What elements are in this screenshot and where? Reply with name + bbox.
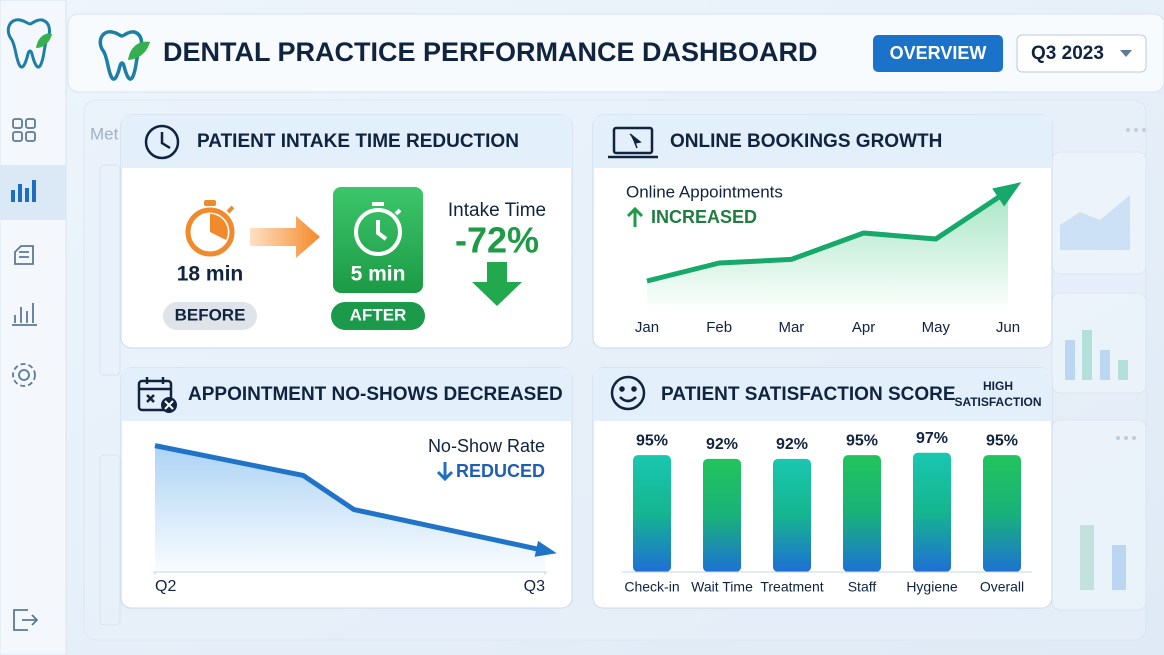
before-value: 18 min — [177, 263, 244, 286]
after-pill — [331, 302, 425, 330]
x-tick-label: Wait Time — [691, 579, 753, 595]
chart-label: Online Appointments — [626, 182, 783, 201]
period-dropdown[interactable] — [1016, 34, 1147, 73]
bar — [913, 452, 951, 572]
x-tick-label: Staff — [848, 579, 877, 595]
x-tick-label: Mar — [778, 319, 804, 336]
value-label: 95% — [986, 432, 1018, 449]
value-label: 92% — [776, 436, 808, 453]
x-tick-label: Hygiene — [906, 579, 958, 595]
chart-status: INCREASED — [651, 207, 757, 227]
x-tick-label: Apr — [852, 319, 875, 336]
x-tick-label: Check-in — [624, 579, 679, 595]
header-title: DENTAL PRACTICE PERFORMANCE DASHBOARD — [163, 37, 818, 67]
x-tick-label: Jun — [996, 319, 1020, 336]
value-label: 92% — [706, 436, 738, 453]
bar — [703, 458, 741, 572]
after-value: 5 min — [351, 263, 406, 286]
chart-status: REDUCED — [456, 461, 545, 481]
bar — [843, 455, 881, 572]
up-arrow — [626, 206, 644, 227]
card-title: APPOINTMENT NO-SHOWS DECREASED — [188, 384, 563, 405]
x-tick-label: Q2 — [155, 578, 176, 595]
background-label: Met — [90, 124, 119, 143]
header-logo — [98, 30, 150, 81]
sidebar-icons — [12, 118, 39, 631]
card-icons — [137, 124, 658, 412]
x-tick-label: May — [922, 319, 951, 336]
line-arrowhead — [992, 182, 1022, 207]
bar — [633, 455, 671, 572]
line-arrowhead — [534, 540, 557, 557]
overview-button-label[interactable]: OVERVIEW — [890, 43, 987, 63]
card-title: ONLINE BOOKINGS GROWTH — [670, 131, 942, 152]
x-tick-label: Overall — [980, 579, 1024, 595]
card-title: PATIENT SATISFACTION SCORE — [661, 384, 956, 405]
x-tick-label: Treatment — [760, 579, 823, 595]
value-label: 97% — [916, 430, 948, 447]
bar — [773, 458, 811, 572]
overview-button[interactable] — [873, 35, 1003, 72]
sidebar-active-icon[interactable] — [11, 180, 36, 202]
after-stopwatch — [354, 202, 402, 256]
after-label: AFTER — [350, 305, 407, 324]
bar — [983, 455, 1021, 572]
metric-change: -72% — [455, 220, 539, 261]
line — [646, 188, 1010, 284]
x-tick-label: Feb — [706, 319, 732, 336]
sidebar — [0, 0, 67, 655]
value-label: 95% — [846, 432, 878, 449]
change-arrow — [250, 216, 320, 258]
x-tick-label: Jan — [635, 319, 659, 336]
down-arrow — [436, 462, 454, 482]
before-label: BEFORE — [175, 305, 246, 324]
dropdown-caret[interactable] — [1120, 50, 1132, 57]
down-arrow — [472, 262, 522, 306]
header-bar — [67, 13, 1164, 93]
no-show-icon-x — [164, 400, 174, 410]
period-label[interactable]: Q3 2023 — [1031, 43, 1104, 64]
before-stopwatch — [185, 200, 235, 257]
before-pill — [163, 302, 257, 330]
x-tick-label: Q3 — [524, 578, 545, 595]
metric-label: Intake Time — [448, 200, 546, 221]
sidebar-logo — [6, 18, 52, 69]
value-label: 95% — [636, 432, 668, 449]
card-title: PATIENT INTAKE TIME REDUCTION — [197, 131, 519, 152]
after-box — [333, 187, 423, 293]
satisfaction-badge: HIGH SATISFACTION — [954, 379, 1042, 409]
line — [154, 443, 546, 554]
chart-label: No-Show Rate — [428, 436, 545, 456]
